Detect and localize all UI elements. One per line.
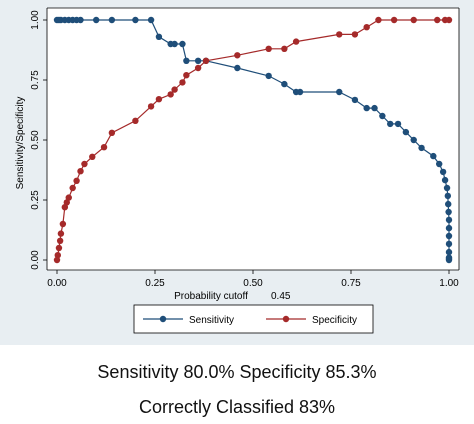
specificity-point bbox=[351, 31, 359, 38]
specificity-point bbox=[108, 129, 116, 136]
specificity-point bbox=[57, 230, 65, 237]
sensitivity-point bbox=[155, 33, 163, 40]
y-axis-label: Sensitivity/Specificity bbox=[15, 97, 26, 190]
specificity-point bbox=[363, 24, 370, 31]
specificity-point bbox=[281, 45, 288, 52]
specificity-point bbox=[179, 79, 186, 86]
correctly-classified-caption: Correctly Classified 83% bbox=[138, 397, 336, 417]
specificity-point bbox=[336, 31, 343, 38]
specificity-point bbox=[69, 184, 76, 192]
sensitivity-point bbox=[445, 248, 453, 256]
specificity-point bbox=[445, 16, 453, 24]
sensitivity-point bbox=[402, 128, 410, 136]
specificity-point bbox=[155, 96, 163, 103]
sensitivity-point bbox=[394, 120, 402, 128]
legend-marker-sensitivity bbox=[159, 315, 167, 323]
sensitivity-point bbox=[445, 216, 453, 224]
specificity-point bbox=[63, 199, 70, 206]
y-tick-label: 0.25 bbox=[30, 190, 41, 210]
sensitivity-point bbox=[430, 152, 437, 160]
sensitivity-specificity-chart: 0.00 0.25 0.50 0.75 1.00 0.00 0.25 0.50 0.75 1.00… bbox=[15, 7, 460, 334]
specificity-point bbox=[61, 204, 69, 211]
specificity-point bbox=[234, 52, 241, 59]
x-tick-label: 1.00 bbox=[439, 278, 459, 289]
sensitivity-point bbox=[93, 16, 100, 24]
sensitivity-point bbox=[183, 57, 190, 64]
sensitivity-point bbox=[387, 120, 394, 128]
sensitivity-point bbox=[147, 16, 155, 24]
sensitivity-point bbox=[281, 80, 288, 88]
cutoff-value-label: 0.45 bbox=[271, 291, 291, 302]
specificity-point bbox=[292, 38, 300, 45]
sensitivity-point bbox=[351, 96, 359, 104]
sensitivity-point bbox=[179, 40, 186, 48]
specificity-point bbox=[55, 244, 63, 252]
sensitivity-point bbox=[445, 256, 453, 264]
x-tick-label: 0.75 bbox=[341, 278, 361, 289]
sensitivity-point bbox=[379, 112, 386, 120]
specificity-point bbox=[265, 45, 272, 52]
specificity-point bbox=[171, 86, 178, 93]
x-tick-label: 0.25 bbox=[145, 278, 165, 289]
sensitivity-point bbox=[410, 136, 417, 144]
specificity-point bbox=[65, 194, 72, 201]
legend-marker-specificity bbox=[282, 315, 290, 323]
sensitivity-point bbox=[265, 72, 272, 80]
legend-label-sensitivity: Sensitivity bbox=[189, 315, 234, 326]
specificity-point bbox=[73, 177, 80, 184]
specificity-point bbox=[183, 72, 190, 79]
sensitivity-point bbox=[445, 224, 453, 232]
specificity-point bbox=[54, 252, 61, 259]
specificity-point bbox=[132, 117, 139, 125]
specificity-point bbox=[77, 168, 84, 175]
sensitivity-point bbox=[441, 176, 449, 184]
y-tick-label: 0.75 bbox=[30, 70, 41, 90]
specificity-point bbox=[390, 16, 398, 24]
specificity-point bbox=[53, 256, 61, 264]
sensitivity-point bbox=[418, 144, 425, 152]
sensitivity-point bbox=[445, 232, 453, 240]
specificity-point bbox=[202, 57, 210, 64]
sensitivity-point bbox=[108, 16, 116, 24]
x-axis-label: Probability cutoff bbox=[174, 291, 248, 302]
sensitivity-point bbox=[336, 88, 343, 96]
sensitivity-point bbox=[439, 168, 447, 176]
specificity-point bbox=[89, 153, 96, 160]
y-tick-label: 0.00 bbox=[30, 250, 41, 270]
sensitivity-point bbox=[371, 104, 378, 112]
sensitivity-point bbox=[445, 240, 453, 248]
sensitivity-point bbox=[77, 16, 84, 24]
sensitivity-point bbox=[296, 88, 304, 96]
specificity-point bbox=[81, 160, 88, 168]
x-tick-label: 0.00 bbox=[47, 278, 67, 289]
sensitivity-point bbox=[363, 104, 370, 112]
specificity-point bbox=[194, 64, 202, 72]
specificity-point bbox=[375, 16, 382, 24]
sensitivity-point bbox=[445, 208, 452, 216]
y-tick-label: 0.50 bbox=[30, 130, 41, 150]
sensitivity-point bbox=[194, 57, 202, 64]
sensitivity-point bbox=[132, 16, 139, 24]
sensitivity-point bbox=[444, 192, 452, 200]
sensitivity-point bbox=[171, 40, 178, 48]
sensitivity-point bbox=[443, 184, 451, 192]
specificity-point bbox=[100, 144, 108, 151]
specificity-point bbox=[410, 16, 417, 24]
y-tick-label: 1.00 bbox=[30, 10, 41, 30]
specificity-point bbox=[56, 237, 64, 244]
legend: Sensitivity Specificity bbox=[133, 304, 374, 334]
specificity-point bbox=[434, 16, 441, 24]
sensitivity-specificity-caption: Sensitivity 80.0% Specificity 85.3% bbox=[97, 362, 377, 382]
sensitivity-point bbox=[445, 200, 452, 208]
specificity-point bbox=[59, 220, 67, 228]
specificity-point bbox=[147, 103, 155, 110]
sensitivity-point bbox=[436, 160, 443, 168]
x-tick-label: 0.50 bbox=[243, 278, 263, 289]
specificity-point bbox=[167, 91, 174, 98]
legend-label-specificity: Specificity bbox=[312, 315, 357, 326]
sensitivity-point bbox=[234, 64, 241, 72]
